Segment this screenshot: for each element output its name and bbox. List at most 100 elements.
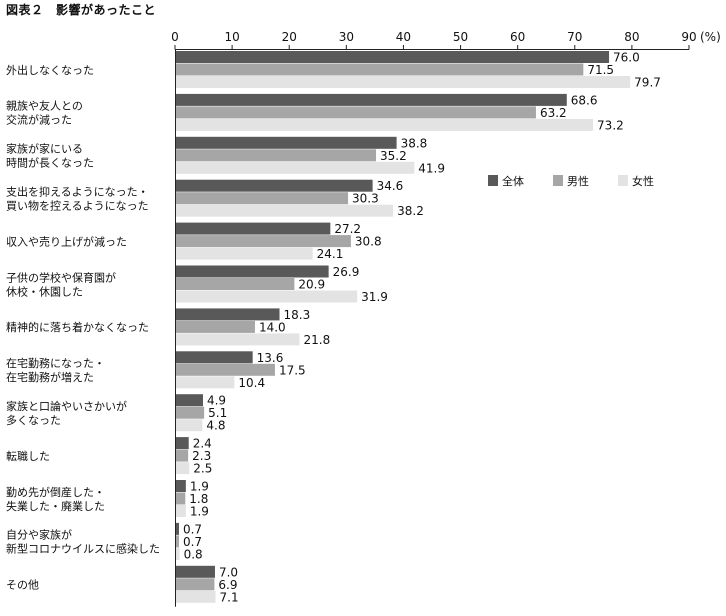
category-label: 多くなった — [6, 413, 61, 427]
x-tick-label: 0 — [171, 30, 179, 44]
x-tick-label: 90 — [681, 30, 696, 44]
category-label: 休校・休園した — [6, 284, 83, 298]
data-label: 18.3 — [284, 308, 311, 322]
data-label: 5.1 — [208, 406, 227, 420]
data-label: 2.5 — [193, 462, 212, 476]
data-label: 79.7 — [634, 76, 661, 90]
x-tick-label: 10 — [224, 30, 239, 44]
data-label: 38.2 — [397, 204, 424, 218]
data-label: 68.6 — [571, 93, 598, 107]
bar — [176, 149, 377, 162]
data-label: 41.9 — [418, 161, 445, 175]
bar — [176, 222, 331, 235]
bar — [176, 449, 189, 462]
bar — [176, 235, 351, 248]
data-label: 7.0 — [219, 565, 238, 579]
category-label: 自分や家族が — [6, 528, 72, 542]
legend-swatch — [618, 175, 628, 186]
data-label: 73.2 — [597, 118, 624, 132]
data-label: 0.7 — [183, 522, 202, 536]
bar — [176, 363, 275, 376]
category-labels: 外出しなくなった親族や友人との交流が減った家族が家にいる時間が長くなった支出を抑… — [6, 63, 160, 592]
data-label: 30.3 — [352, 192, 379, 206]
x-axis: 0 10 20 30 40 50 60 70 80 90 (%) — [171, 30, 721, 607]
bar — [176, 522, 179, 535]
x-tick-label: 50 — [453, 30, 468, 44]
data-label: 10.4 — [238, 376, 265, 390]
data-label: 27.2 — [334, 222, 361, 236]
category-label: 家族と口論やいさかいが — [6, 399, 127, 413]
data-label: 0.8 — [184, 547, 203, 561]
category-label: 在宅勤務が増えた — [6, 370, 94, 384]
category-label: 精神的に落ち着かなくなった — [6, 320, 149, 334]
bar — [176, 505, 186, 517]
data-label: 30.8 — [355, 235, 382, 249]
bar — [176, 578, 215, 591]
data-label: 24.1 — [317, 247, 344, 261]
bar — [176, 351, 253, 364]
bar — [176, 565, 215, 578]
chart-title: 図表２ 影響があったこと — [6, 3, 157, 17]
data-label: 35.2 — [380, 149, 407, 163]
data-label: 63.2 — [540, 106, 567, 120]
bar — [176, 136, 397, 149]
x-tick-label: 30 — [339, 30, 354, 44]
bar — [176, 406, 205, 419]
bar — [176, 247, 313, 260]
legend-label: 男性 — [567, 174, 589, 188]
bar — [176, 419, 203, 432]
bar — [176, 161, 415, 174]
category-label: 新型コロナウイルスに感染した — [6, 542, 160, 556]
category-label: 外出しなくなった — [6, 63, 94, 77]
bar — [176, 590, 216, 603]
data-label: 17.5 — [279, 363, 306, 377]
legend-label: 全体 — [502, 174, 524, 188]
legend: 全体 男性 女性 — [488, 174, 654, 188]
bar — [176, 462, 190, 475]
bar — [176, 192, 349, 205]
category-label: 転職した — [6, 450, 50, 463]
bar — [176, 106, 536, 119]
category-label: 交流が減った — [6, 113, 72, 127]
data-label: 2.3 — [192, 449, 211, 463]
bar — [176, 179, 373, 192]
bar — [176, 376, 235, 389]
data-label: 2.4 — [193, 437, 212, 451]
bar — [176, 290, 358, 303]
data-label: 20.9 — [298, 278, 325, 292]
bar — [176, 63, 584, 76]
data-label: 31.9 — [361, 290, 388, 304]
category-label: 子供の学校や保育園が — [6, 270, 116, 284]
data-label: 14.0 — [259, 320, 286, 334]
data-label: 6.9 — [218, 578, 237, 592]
data-label: 1.9 — [190, 480, 209, 494]
legend-swatch — [488, 175, 498, 186]
data-label: 76.0 — [613, 51, 640, 65]
legend-label: 女性 — [632, 174, 654, 188]
data-label: 26.9 — [333, 265, 360, 279]
legend-swatch — [553, 175, 563, 186]
bar — [176, 308, 280, 321]
x-tick-label: 70 — [567, 30, 582, 44]
category-label: 収入や売り上げが減った — [6, 234, 127, 248]
bar — [176, 437, 189, 450]
x-unit-label: (%) — [700, 30, 721, 44]
bar — [176, 320, 255, 333]
data-label: 7.1 — [220, 590, 239, 604]
data-label: 34.6 — [377, 179, 404, 193]
data-label: 13.6 — [257, 351, 284, 365]
bar — [176, 535, 179, 548]
category-label: その他 — [6, 579, 39, 592]
bar — [176, 333, 300, 346]
data-label: 4.8 — [206, 419, 225, 433]
x-tick-label: 80 — [624, 30, 639, 44]
category-label: 時間が長くなった — [6, 156, 94, 170]
bar — [176, 265, 329, 278]
bar — [176, 204, 394, 217]
category-label: 在宅勤務になった・ — [6, 356, 105, 370]
x-tick-label: 20 — [282, 30, 297, 44]
bar — [176, 76, 631, 88]
data-label: 1.8 — [189, 492, 208, 506]
data-label: 38.8 — [401, 136, 428, 150]
